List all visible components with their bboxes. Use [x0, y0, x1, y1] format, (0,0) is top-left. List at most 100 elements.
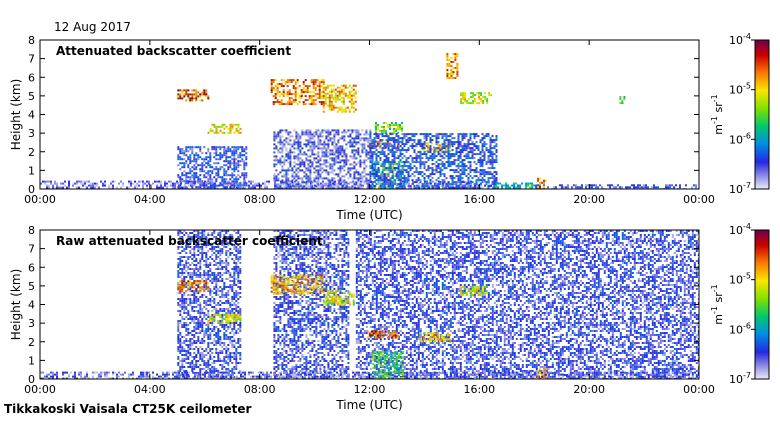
backscatter-cell [452, 179, 454, 181]
backscatter-cell [221, 288, 223, 290]
backscatter-cell [375, 130, 377, 132]
backscatter-cell [289, 169, 291, 171]
backscatter-cell [440, 159, 442, 161]
backscatter-cell [181, 302, 183, 304]
backscatter-cell [94, 185, 96, 187]
backscatter-cell [440, 167, 442, 169]
backscatter-cell [223, 324, 225, 326]
backscatter-cell [205, 182, 207, 184]
backscatter-cell [185, 182, 187, 184]
backscatter-cell [187, 340, 189, 342]
backscatter-cell [370, 137, 372, 139]
backscatter-cell [446, 57, 448, 59]
backscatter-cell [183, 154, 185, 156]
backscatter-cell [410, 169, 412, 171]
backscatter-cell [432, 169, 434, 171]
backscatter-cell [353, 167, 355, 169]
backscatter-cell [311, 99, 313, 101]
backscatter-cell [215, 178, 217, 180]
backscatter-cell [227, 150, 229, 152]
backscatter-cell [78, 187, 80, 189]
backscatter-cell [203, 280, 205, 282]
backscatter-cell [496, 159, 498, 161]
backscatter-cell [456, 181, 458, 183]
backscatter-cell [333, 97, 335, 99]
backscatter-cell [341, 107, 343, 109]
backscatter-cell [108, 187, 110, 189]
backscatter-cell [221, 360, 223, 362]
backscatter-cell [355, 183, 357, 185]
backscatter-cell [311, 143, 313, 145]
backscatter-cell [211, 182, 213, 184]
backscatter-cell [231, 168, 233, 170]
backscatter-cell [484, 143, 486, 145]
backscatter-cell [353, 173, 355, 175]
backscatter-cell [492, 165, 494, 167]
backscatter-cell [177, 338, 179, 340]
backscatter-cell [239, 152, 241, 154]
backscatter-cell [480, 151, 482, 153]
backscatter-cell [211, 320, 213, 322]
backscatter-cell [367, 133, 369, 135]
backscatter-cell [464, 173, 466, 175]
backscatter-cell [311, 97, 313, 99]
backscatter-cell [398, 173, 400, 175]
backscatter-cell [337, 157, 339, 159]
backscatter-cell [299, 149, 301, 151]
backscatter-cell [195, 276, 197, 278]
backscatter-cell [225, 268, 227, 270]
backscatter-cell [351, 155, 353, 157]
backscatter-cell [205, 288, 207, 290]
backscatter-cell [189, 93, 191, 95]
backscatter-cell [217, 310, 219, 312]
backscatter-cell [535, 185, 537, 187]
backscatter-cell [472, 94, 474, 96]
backscatter-cell [295, 87, 297, 89]
backscatter-cell [454, 155, 456, 157]
backscatter-cell [205, 364, 207, 366]
backscatter-cell [303, 131, 305, 133]
backscatter-cell [177, 176, 179, 178]
backscatter-cell [337, 179, 339, 181]
backscatter-cell [195, 93, 197, 95]
backscatter-cell [422, 133, 424, 135]
backscatter-cell [317, 171, 319, 173]
backscatter-cell [416, 171, 418, 173]
backscatter-cell [191, 362, 193, 364]
backscatter-cell [337, 149, 339, 151]
backscatter-cell [367, 157, 369, 159]
backscatter-cell [309, 131, 311, 133]
backscatter-cell [400, 183, 402, 185]
backscatter-cell [478, 147, 480, 149]
backscatter-cell [273, 151, 275, 153]
backscatter-cell [275, 163, 277, 165]
backscatter-cell [217, 358, 219, 360]
backscatter-cell [321, 171, 323, 173]
backscatter-cell [422, 175, 424, 177]
backscatter-cell [645, 186, 647, 188]
backscatter-cell [434, 149, 436, 151]
backscatter-cell [179, 258, 181, 260]
backscatter-cell [299, 143, 301, 145]
backscatter-cell [343, 179, 345, 181]
backscatter-cell [458, 147, 460, 149]
backscatter-cell [213, 368, 215, 370]
backscatter-cell [225, 362, 227, 364]
backscatter-cell [179, 152, 181, 154]
backscatter-cell [291, 145, 293, 147]
backscatter-cell [313, 135, 315, 137]
backscatter-cell [454, 169, 456, 171]
backscatter-cell [197, 300, 199, 302]
backscatter-cell [223, 360, 225, 362]
backscatter-cell [243, 160, 245, 162]
backscatter-cell [207, 250, 209, 252]
backscatter-cell [203, 274, 205, 276]
backscatter-cell [339, 95, 341, 97]
backscatter-cell [241, 184, 243, 186]
backscatter-cell [414, 151, 416, 153]
backscatter-cell [221, 366, 223, 368]
backscatter-cell [438, 159, 440, 161]
backscatter-cell [297, 155, 299, 157]
backscatter-cell [132, 183, 134, 185]
backscatter-cell [365, 151, 367, 153]
